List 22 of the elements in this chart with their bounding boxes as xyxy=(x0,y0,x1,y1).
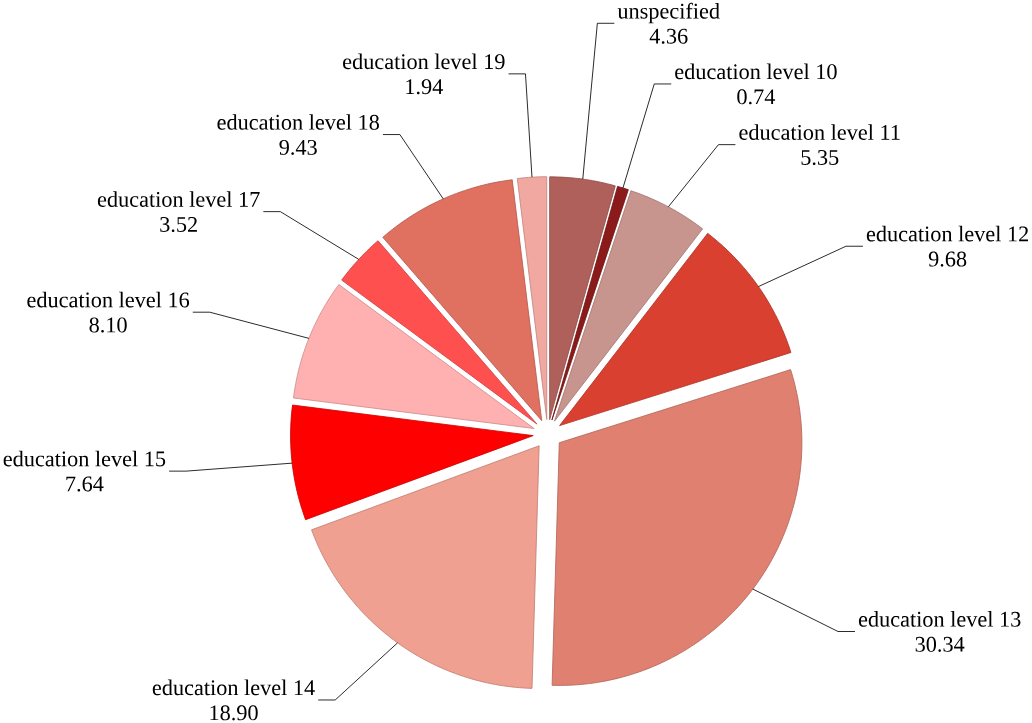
data-label: 9.43 xyxy=(279,139,317,155)
slice-label: education level 10 xyxy=(675,63,837,80)
data-label: 4.36 xyxy=(649,28,688,44)
slice-label: education level 12 xyxy=(866,225,1029,242)
data-label: 3.52 xyxy=(160,216,197,232)
slice-label: education level 17 xyxy=(97,191,260,207)
data-label: 7.64 xyxy=(66,476,104,492)
slice-label: education level 14 xyxy=(152,679,315,696)
data-label: 30.34 xyxy=(915,636,965,652)
slice-label: education level 15 xyxy=(3,450,166,467)
data-label: 1.94 xyxy=(406,79,443,95)
data-label: 9.68 xyxy=(928,251,967,267)
slice-label: education level 13 xyxy=(858,611,1021,627)
slice-label: education level 11 xyxy=(739,124,900,140)
data-label: 8.10 xyxy=(89,317,127,333)
slice-label: education level 16 xyxy=(27,291,190,308)
data-label: 0.74 xyxy=(737,89,776,105)
slice-label: education level 18 xyxy=(217,114,379,130)
slice-label: education level 19 xyxy=(343,53,505,70)
data-label: 18.90 xyxy=(210,705,258,721)
slice-label: unspecified xyxy=(617,2,720,24)
data-label: 5.35 xyxy=(801,149,839,165)
